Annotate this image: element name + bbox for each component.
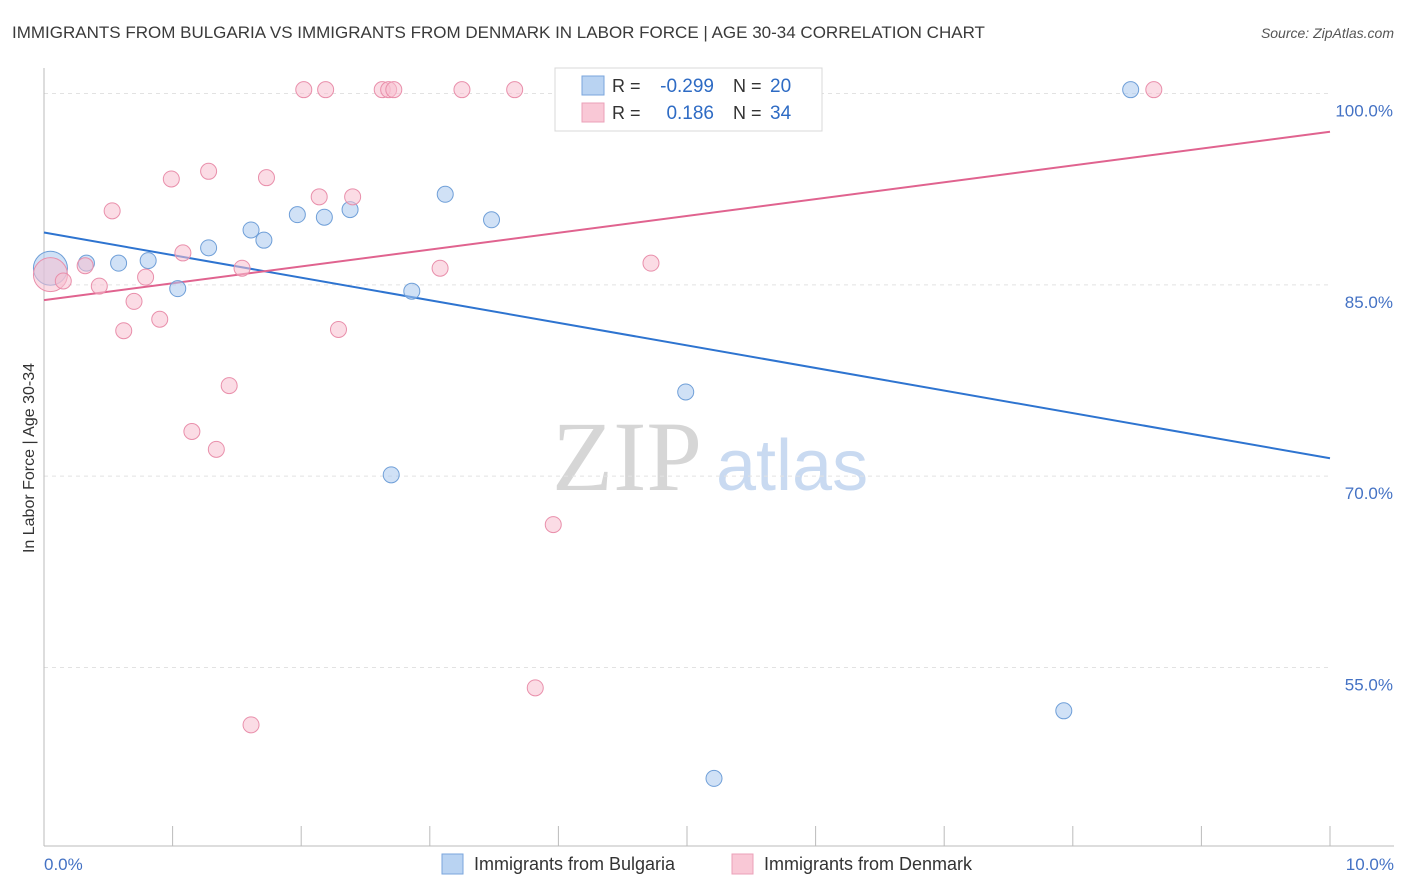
point-bulgaria-12 [403,282,421,300]
point-bulgaria-13 [436,185,454,203]
point-bulgaria-4 [169,280,187,298]
point-denmark-27 [453,81,471,99]
stats-legend-n-value-bulgaria: 20 [770,76,791,97]
y-tick-labels: 100.0% 85.0% 70.0% 55.0% [1335,102,1393,695]
axes [43,68,1394,847]
point-denmark-22 [344,188,362,206]
point-denmark-6 [125,292,143,310]
point-bulgaria-8 [288,206,306,224]
point-denmark-5 [115,322,133,340]
point-denmark-20 [317,81,335,99]
point-denmark-4 [103,202,121,220]
stats-legend-r-label-bulgaria: R = [612,76,641,96]
y-tick-label-2: 70.0% [1345,484,1393,503]
point-denmark-26 [431,259,449,277]
stats-legend-swatch-bulgaria [581,75,605,96]
point-denmark-3 [90,277,108,295]
gridlines [44,93,1330,668]
point-denmark-7 [137,268,155,286]
data-points [32,81,1163,787]
watermark: ZIP atlas [552,401,868,512]
point-denmark-14 [220,377,238,395]
point-denmark-10 [174,244,192,262]
point-bulgaria-15 [677,383,695,401]
point-bulgaria-7 [255,231,273,249]
stats-legend-swatch-denmark [581,102,605,123]
point-denmark-1 [54,272,72,290]
point-denmark-2 [76,257,94,275]
trend-line-bulgaria [43,231,1331,460]
point-bulgaria-2 [110,254,128,272]
series-legend-swatch-bulgaria [441,853,464,875]
y-axis-label: In Labor Force | Age 30-34 [21,363,38,553]
point-bulgaria-18 [1055,702,1073,720]
point-denmark-8 [151,310,169,328]
point-bulgaria-14 [483,211,501,229]
point-denmark-25 [385,81,403,99]
stats-legend-r-value-bulgaria: -0.299 [660,76,714,97]
x-tick-label-min: 0.0% [44,855,83,874]
point-denmark-19 [310,188,328,206]
x-ticks [172,826,1331,846]
x-tick-label-max: 10.0% [1346,855,1394,874]
watermark-atlas: atlas [716,426,868,506]
series-legend-label-denmark: Immigrants from Denmark [764,854,973,874]
series-legend-swatch-denmark [731,853,754,875]
point-bulgaria-6 [242,221,260,239]
point-denmark-12 [200,162,218,180]
stats-legend-r-label-denmark: R = [612,103,641,123]
stats-legend-n-label-bulgaria: N = [733,76,762,96]
stats-legend-n-label-denmark: N = [733,103,762,123]
point-bulgaria-16 [705,769,723,787]
stats-legend-r-value-denmark: 0.186 [666,103,714,124]
point-denmark-15 [233,259,251,277]
point-denmark-28 [506,81,524,99]
point-bulgaria-11 [382,466,400,484]
point-bulgaria-3 [139,252,157,270]
chart-source: Source: ZipAtlas.com [1261,25,1394,41]
point-denmark-33 [1145,81,1163,99]
point-denmark-32 [642,254,660,272]
point-denmark-9 [162,170,180,188]
point-denmark-13 [207,440,225,458]
stats-legend-n-value-denmark: 34 [770,103,792,124]
y-tick-label-3: 55.0% [1345,675,1393,694]
point-denmark-30 [544,516,562,534]
series-legend-label-bulgaria: Immigrants from Bulgaria [474,854,676,874]
point-bulgaria-5 [200,239,218,257]
chart-title: IMMIGRANTS FROM BULGARIA VS IMMIGRANTS F… [12,23,985,42]
trend-lines [43,130,1331,460]
point-denmark-16 [242,716,260,734]
stats-legend: R = -0.299 N = 20 R = 0.186 N = 34 [554,67,823,132]
point-denmark-11 [183,422,201,440]
watermark-zip: ZIP [552,401,702,512]
y-tick-label-1: 85.0% [1345,293,1393,312]
point-denmark-21 [329,320,347,338]
series-legend: Immigrants from Bulgaria Immigrants from… [441,853,973,875]
y-tick-label-0: 100.0% [1335,102,1393,121]
point-bulgaria-19 [1122,81,1140,99]
point-denmark-29 [526,679,544,697]
point-denmark-17 [257,169,275,187]
trend-line-denmark [43,130,1331,302]
point-bulgaria-9 [315,208,333,226]
point-denmark-18 [295,81,313,99]
